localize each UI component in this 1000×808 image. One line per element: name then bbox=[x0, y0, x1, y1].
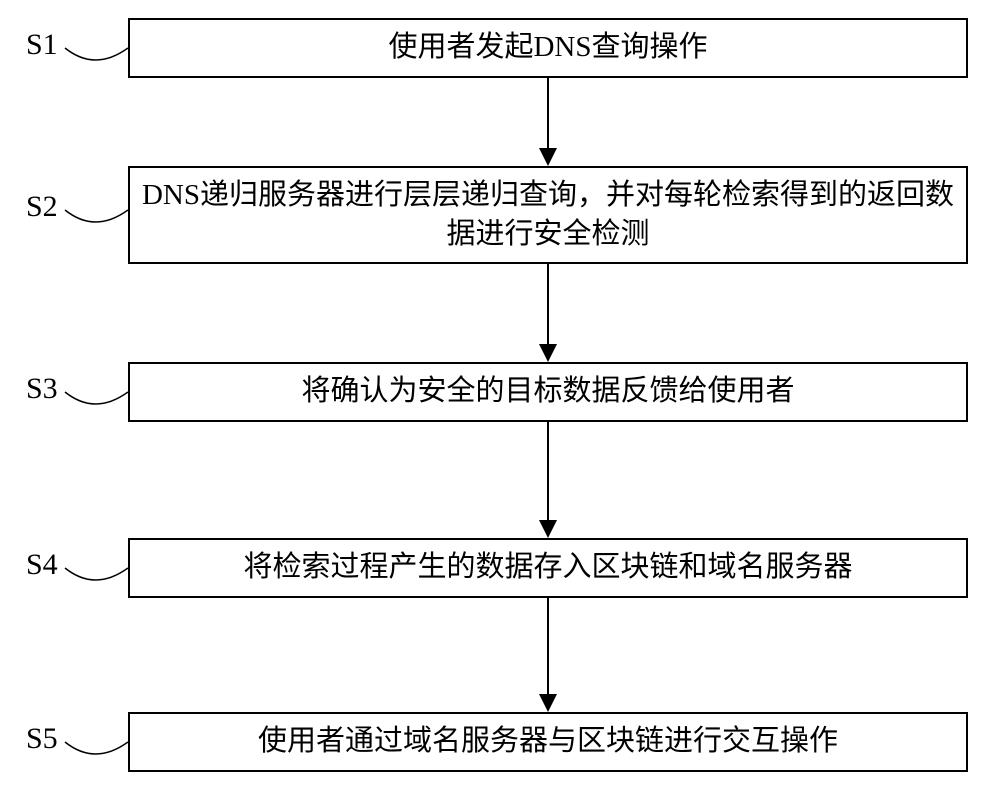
step-label-s1: S1 bbox=[26, 28, 58, 62]
step-text-s4: 将检索过程产生的数据存入区块链和域名服务器 bbox=[243, 548, 852, 587]
step-label-s4: S4 bbox=[26, 548, 58, 582]
step-box-s1: 使用者发起DNS查询操作 bbox=[128, 18, 968, 78]
step-text-s3: 将确认为安全的目标数据反馈给使用者 bbox=[301, 372, 794, 411]
step-label-s3: S3 bbox=[26, 372, 58, 406]
label-connector-s2 bbox=[63, 208, 130, 241]
arrow-s4-s5 bbox=[539, 598, 557, 717]
step-box-s3: 将确认为安全的目标数据反馈给使用者 bbox=[128, 362, 968, 422]
flowchart-canvas: S1 使用者发起DNS查询操作 S2 DNS递归服务器进行层层递归查询，并对每轮检索… bbox=[0, 0, 1000, 808]
arrow-s1-s2 bbox=[539, 78, 557, 171]
step-box-s5: 使用者通过域名服务器与区块链进行交互操作 bbox=[128, 712, 968, 772]
step-label-s5: S5 bbox=[26, 722, 58, 756]
label-connector-s4 bbox=[63, 566, 130, 599]
arrow-s2-s3 bbox=[539, 264, 557, 367]
label-connector-s1 bbox=[63, 46, 130, 79]
step-text-s2: DNS递归服务器进行层层递归查询，并对每轮检索得到的返回数据进行安全检测 bbox=[140, 176, 956, 254]
label-connector-s5 bbox=[63, 740, 130, 773]
step-box-s2: DNS递归服务器进行层层递归查询，并对每轮检索得到的返回数据进行安全检测 bbox=[128, 166, 968, 264]
arrow-s3-s4 bbox=[539, 422, 557, 543]
step-text-s5: 使用者通过域名服务器与区块链进行交互操作 bbox=[258, 722, 838, 761]
step-box-s4: 将检索过程产生的数据存入区块链和域名服务器 bbox=[128, 538, 968, 598]
step-label-s2: S2 bbox=[26, 190, 58, 224]
label-connector-s3 bbox=[63, 390, 130, 423]
step-text-s1: 使用者发起DNS查询操作 bbox=[388, 28, 707, 67]
